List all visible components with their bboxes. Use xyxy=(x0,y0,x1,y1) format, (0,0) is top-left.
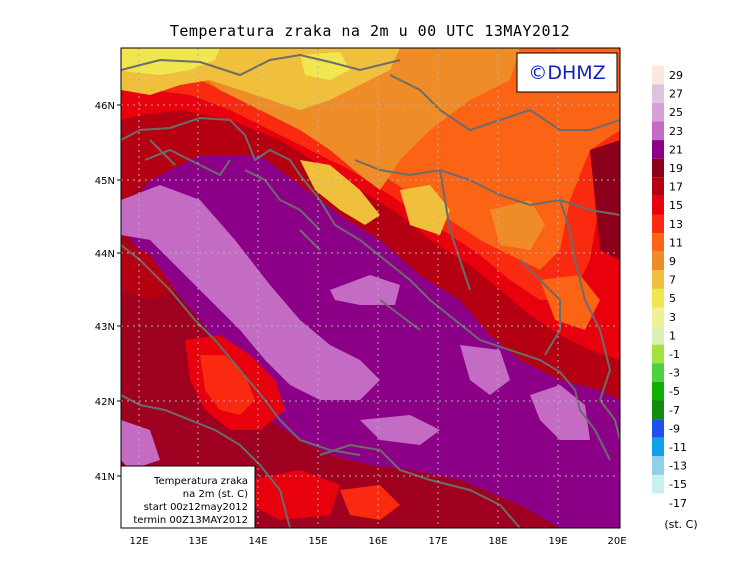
legend-label: 3 xyxy=(669,311,676,324)
lon-tick-18: 18E xyxy=(488,536,507,547)
color-legend: 29 27 25 23 21 19 17 15 13 11 9 7 5 3 1 -1 -3 -5 -7 -9 -11 -1… xyxy=(652,65,687,513)
field-sea-23f xyxy=(121,420,160,470)
legend-swatch xyxy=(652,195,664,215)
legend-label: -9 xyxy=(669,422,680,435)
lon-axis: 12E 13E 14E 15E 16E 17E 18E 19E 20E xyxy=(129,536,626,547)
info-box: Temperatura zraka na 2m (st. C) start 00… xyxy=(120,465,256,529)
legend-label: 15 xyxy=(669,199,683,212)
legend-swatch xyxy=(652,493,664,513)
field-italy-south2 xyxy=(340,485,400,520)
legend-label: -1 xyxy=(669,348,680,361)
graticule xyxy=(121,48,620,528)
field-sea-23b xyxy=(330,275,400,305)
legend-label: -11 xyxy=(669,441,687,454)
lon-tick-16: 16E xyxy=(368,536,387,547)
field-land-7b xyxy=(300,160,380,225)
legend-swatch xyxy=(652,65,664,85)
legend-swatch xyxy=(652,437,664,457)
legend-label: -15 xyxy=(669,478,687,491)
lon-tick-14: 14E xyxy=(248,536,267,547)
legend-label: 29 xyxy=(669,69,683,82)
legend-swatch xyxy=(652,456,664,475)
field-sea-23e xyxy=(360,415,440,445)
field-land-5b xyxy=(300,52,350,80)
field-italy-south xyxy=(250,470,340,520)
lon-tick-13: 13E xyxy=(188,536,207,547)
legend-label: 7 xyxy=(669,274,676,287)
legend-swatch xyxy=(652,270,664,289)
legend-label: -5 xyxy=(669,385,680,398)
legend-swatch xyxy=(652,288,664,308)
legend-label: 17 xyxy=(669,181,683,194)
field-sea-23c xyxy=(460,345,510,395)
legend-swatch xyxy=(652,251,664,271)
info-line-3: start 00z12may2012 xyxy=(144,502,248,513)
field-land-19 xyxy=(590,140,620,260)
legend-swatch xyxy=(652,214,664,234)
info-line-4: termin 00Z13MAY2012 xyxy=(133,515,248,526)
legend-label: 21 xyxy=(669,143,683,156)
legend-label: 5 xyxy=(669,292,676,305)
legend-label: 1 xyxy=(669,329,676,342)
legend-label: 11 xyxy=(669,236,683,249)
field-land-11b xyxy=(540,275,600,330)
legend-swatch xyxy=(652,177,664,196)
lat-axis: 46N 45N 44N 43N 42N 41N xyxy=(95,101,121,483)
legend-swatch xyxy=(652,84,664,103)
coastlines xyxy=(121,53,620,528)
legend-label: 13 xyxy=(669,218,683,231)
field-italy-13 xyxy=(200,355,255,415)
lat-tick-46: 46N xyxy=(95,101,115,112)
lon-tick-19: 19E xyxy=(548,536,567,547)
legend-swatch xyxy=(652,307,664,327)
info-line-1: Temperatura zraka xyxy=(153,476,248,487)
lon-tick-15: 15E xyxy=(308,536,327,547)
legend-swatch xyxy=(652,400,664,420)
legend-swatch xyxy=(652,419,664,438)
plot-frame xyxy=(120,47,621,529)
lon-tick-17: 17E xyxy=(428,536,447,547)
legend-swatch xyxy=(652,121,664,141)
field-sea-23d xyxy=(530,385,590,440)
legend-label: 25 xyxy=(669,106,683,119)
field-sea-23 xyxy=(121,185,380,400)
lat-tick-45: 45N xyxy=(95,176,115,187)
legend-unit: (st. C) xyxy=(664,518,697,531)
legend-label: 19 xyxy=(669,162,683,175)
legend-label: 9 xyxy=(669,255,676,268)
lon-tick-20: 20E xyxy=(607,536,626,547)
lat-tick-43: 43N xyxy=(95,322,115,333)
field-land-9b xyxy=(490,200,545,250)
lon-tick-12: 12E xyxy=(129,536,148,547)
logo-text: ©DHMZ xyxy=(528,62,605,84)
legend-swatch xyxy=(652,326,664,345)
legend-swatch xyxy=(652,102,664,122)
lat-tick-44: 44N xyxy=(95,249,115,260)
temperature-field xyxy=(121,48,620,528)
legend-label: -7 xyxy=(669,404,680,417)
legend-swatch xyxy=(652,381,664,401)
legend-label: -13 xyxy=(669,460,687,473)
lat-tick-42: 42N xyxy=(95,397,115,408)
legend-swatch xyxy=(652,158,664,178)
field-sea-21 xyxy=(121,155,620,528)
legend-swatch xyxy=(652,363,664,382)
lat-tick-41: 41N xyxy=(95,472,115,483)
legend-label: 27 xyxy=(669,88,683,101)
info-line-2: na 2m (st. C) xyxy=(183,489,248,500)
legend-swatch xyxy=(652,474,664,494)
legend-label: -3 xyxy=(669,367,680,380)
map-title: Temperatura zraka na 2m u 00 UTC 13MAY20… xyxy=(169,22,571,40)
legend-label: 23 xyxy=(669,125,683,138)
legend-swatch xyxy=(652,233,664,252)
legend-swatch xyxy=(652,140,664,159)
legend-swatch xyxy=(652,344,664,364)
legend-label: -17 xyxy=(669,497,687,510)
dhmz-logo: ©DHMZ xyxy=(516,52,618,93)
